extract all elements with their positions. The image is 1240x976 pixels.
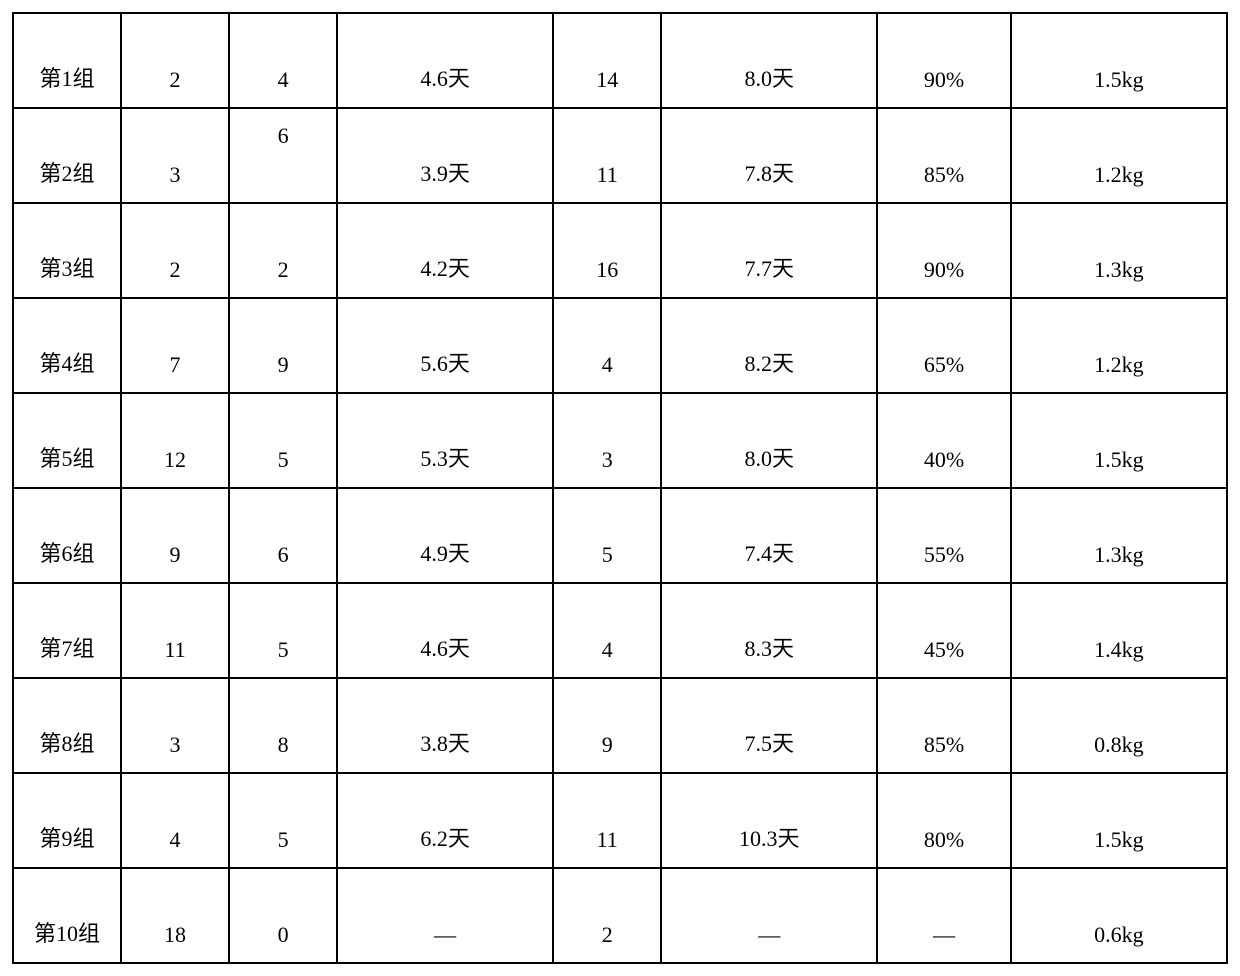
table-cell-c4: 5.3天 [337, 393, 553, 488]
table-cell-c7: 90% [877, 203, 1011, 298]
table-cell-c7: 80% [877, 773, 1011, 868]
table-cell-c1: 第10组 [13, 868, 121, 963]
table-cell-c1: 第4组 [13, 298, 121, 393]
table-cell-c6: 8.0天 [661, 393, 877, 488]
table-cell-c7: 85% [877, 108, 1011, 203]
table-cell-c3: 6 [229, 488, 337, 583]
table-row: 第8组383.8天97.5天85%0.8kg [13, 678, 1227, 773]
table-cell-c4: 4.2天 [337, 203, 553, 298]
table-body: 第1组244.6天148.0天90%1.5kg第2组363.9天117.8天85… [13, 13, 1227, 963]
table-cell-c8: 1.3kg [1011, 203, 1227, 298]
table-cell-c6: 7.4天 [661, 488, 877, 583]
table-cell-c5: 3 [553, 393, 661, 488]
table-cell-c5: 11 [553, 108, 661, 203]
table-cell-c7: 85% [877, 678, 1011, 773]
table-cell-c8: 1.2kg [1011, 298, 1227, 393]
table-cell-c8: 1.5kg [1011, 393, 1227, 488]
table-row: 第6组964.9天57.4天55%1.3kg [13, 488, 1227, 583]
table-cell-c6: 7.7天 [661, 203, 877, 298]
table-cell-c3: 2 [229, 203, 337, 298]
table-cell-c6: 10.3天 [661, 773, 877, 868]
table-cell-c3: 8 [229, 678, 337, 773]
table-cell-c8: 1.3kg [1011, 488, 1227, 583]
table-cell-c7: 45% [877, 583, 1011, 678]
table-cell-c2: 4 [121, 773, 229, 868]
table-cell-c4: 4.6天 [337, 583, 553, 678]
table-cell-c2: 7 [121, 298, 229, 393]
table-cell-c2: 11 [121, 583, 229, 678]
table-cell-c7: 40% [877, 393, 1011, 488]
table-cell-c4: 6.2天 [337, 773, 553, 868]
table-cell-c6: 8.3天 [661, 583, 877, 678]
table-cell-c3: 5 [229, 393, 337, 488]
table-cell-c3: 6 [229, 108, 337, 203]
table-cell-c6: 8.2天 [661, 298, 877, 393]
table-cell-c2: 18 [121, 868, 229, 963]
table-cell-c7: — [877, 868, 1011, 963]
table-cell-c5: 4 [553, 298, 661, 393]
data-table: 第1组244.6天148.0天90%1.5kg第2组363.9天117.8天85… [12, 12, 1228, 964]
table-cell-c4: 4.9天 [337, 488, 553, 583]
table-cell-c6: — [661, 868, 877, 963]
table-cell-c5: 14 [553, 13, 661, 108]
table-cell-c3: 5 [229, 583, 337, 678]
table-cell-c3: 9 [229, 298, 337, 393]
table-cell-c3: 5 [229, 773, 337, 868]
table-cell-c6: 7.5天 [661, 678, 877, 773]
table-cell-c5: 9 [553, 678, 661, 773]
table-row: 第10组180—2——0.6kg [13, 868, 1227, 963]
table-cell-c1: 第2组 [13, 108, 121, 203]
table-row: 第5组1255.3天38.0天40%1.5kg [13, 393, 1227, 488]
table-cell-c2: 3 [121, 678, 229, 773]
table-cell-c3: 4 [229, 13, 337, 108]
table-cell-c8: 0.6kg [1011, 868, 1227, 963]
table-cell-c5: 5 [553, 488, 661, 583]
table-row: 第2组363.9天117.8天85%1.2kg [13, 108, 1227, 203]
table-row: 第1组244.6天148.0天90%1.5kg [13, 13, 1227, 108]
table-cell-c3: 0 [229, 868, 337, 963]
table-cell-c1: 第7组 [13, 583, 121, 678]
table-cell-c4: 3.8天 [337, 678, 553, 773]
table-cell-c2: 2 [121, 203, 229, 298]
table-cell-c1: 第5组 [13, 393, 121, 488]
table-cell-c8: 1.4kg [1011, 583, 1227, 678]
table-cell-c2: 9 [121, 488, 229, 583]
table-cell-c4: 5.6天 [337, 298, 553, 393]
table-cell-c5: 16 [553, 203, 661, 298]
table-cell-c2: 3 [121, 108, 229, 203]
table-cell-c5: 11 [553, 773, 661, 868]
table-cell-c7: 65% [877, 298, 1011, 393]
table-row: 第7组1154.6天48.3天45%1.4kg [13, 583, 1227, 678]
table-row: 第3组224.2天167.7天90%1.3kg [13, 203, 1227, 298]
table-cell-c8: 1.5kg [1011, 13, 1227, 108]
table-cell-c2: 12 [121, 393, 229, 488]
table-cell-c4: — [337, 868, 553, 963]
table-cell-c5: 4 [553, 583, 661, 678]
table-row: 第4组795.6天48.2天65%1.2kg [13, 298, 1227, 393]
table-cell-c8: 1.5kg [1011, 773, 1227, 868]
table-cell-c7: 55% [877, 488, 1011, 583]
table-cell-c1: 第9组 [13, 773, 121, 868]
table-row: 第9组456.2天1110.3天80%1.5kg [13, 773, 1227, 868]
table-cell-c6: 7.8天 [661, 108, 877, 203]
table-cell-c4: 4.6天 [337, 13, 553, 108]
table-cell-c8: 1.2kg [1011, 108, 1227, 203]
table-cell-c2: 2 [121, 13, 229, 108]
table-cell-c1: 第1组 [13, 13, 121, 108]
table-cell-c7: 90% [877, 13, 1011, 108]
table-cell-c4: 3.9天 [337, 108, 553, 203]
table-cell-c1: 第6组 [13, 488, 121, 583]
table-cell-c1: 第8组 [13, 678, 121, 773]
table-cell-c5: 2 [553, 868, 661, 963]
table-cell-c1: 第3组 [13, 203, 121, 298]
table-cell-c6: 8.0天 [661, 13, 877, 108]
table-cell-c8: 0.8kg [1011, 678, 1227, 773]
